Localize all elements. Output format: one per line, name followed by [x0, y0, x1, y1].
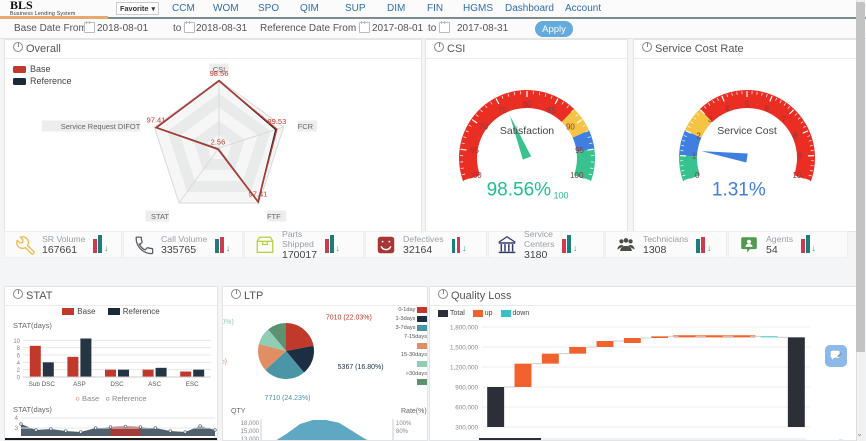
svg-text:3: 3: [708, 115, 713, 124]
svg-text:6: 6: [17, 354, 21, 360]
svg-text:5: 5: [745, 100, 750, 109]
svg-text:85: 85: [547, 106, 556, 115]
svg-text:8: 8: [17, 346, 21, 352]
svg-text:1.31%: 1.31%: [712, 179, 766, 200]
svg-text:100: 100: [553, 190, 568, 200]
svg-text:7010 (22.03%): 7010 (22.03%): [326, 315, 372, 322]
svg-text:60: 60: [473, 171, 482, 180]
svg-text:STAT: STAT: [151, 212, 169, 221]
svg-text:0: 0: [17, 376, 21, 382]
svg-text:FTF: FTF: [267, 212, 281, 221]
svg-text:900,000: 900,000: [455, 385, 478, 392]
svg-text:1: 1: [692, 151, 697, 160]
svg-text:95: 95: [575, 146, 584, 155]
svg-text:0: 0: [695, 171, 700, 180]
svg-text:300,000: 300,000: [455, 425, 478, 432]
svg-text:8: 8: [793, 132, 798, 141]
svg-text:97.41: 97.41: [147, 116, 166, 125]
svg-text:DSC: DSC: [110, 381, 124, 388]
svg-text:75: 75: [498, 106, 507, 115]
svg-text:1,500,000: 1,500,000: [450, 345, 479, 352]
svg-text:3184 (10%): 3184 (10%): [223, 319, 234, 326]
svg-text:Satisfaction: Satisfaction: [500, 125, 554, 137]
svg-text:5367 (16.80%): 5367 (16.80%): [338, 364, 384, 371]
svg-text:89.53: 89.53: [268, 117, 287, 126]
svg-text:98.56: 98.56: [210, 69, 229, 78]
svg-text:ASC: ASC: [148, 381, 161, 388]
svg-text:1,800,000: 1,800,000: [450, 325, 479, 332]
svg-text:6: 6: [765, 104, 770, 113]
svg-text:18,000: 18,000: [241, 421, 260, 427]
svg-text:4: 4: [725, 104, 730, 113]
svg-text:80: 80: [523, 100, 532, 109]
svg-text:FCR: FCR: [298, 122, 314, 131]
svg-text:9: 9: [798, 151, 803, 160]
svg-text:Sub DSC: Sub DSC: [29, 381, 56, 388]
svg-text:100%: 100%: [396, 421, 412, 427]
svg-text:2: 2: [696, 132, 701, 141]
svg-text:7: 7: [782, 115, 787, 124]
svg-text:65: 65: [470, 146, 479, 155]
svg-text:98.56%: 98.56%: [487, 179, 552, 200]
svg-text:2.56: 2.56: [211, 137, 226, 146]
svg-text:97.41: 97.41: [249, 190, 268, 199]
svg-text:90: 90: [566, 123, 575, 132]
svg-text:10: 10: [13, 339, 20, 345]
svg-text:4: 4: [17, 361, 21, 367]
svg-text:100: 100: [570, 171, 584, 180]
svg-text:80%: 80%: [396, 429, 409, 435]
svg-text:15,000: 15,000: [241, 429, 260, 435]
svg-text:600,000: 600,000: [455, 405, 478, 412]
svg-text:10: 10: [792, 171, 801, 180]
svg-text:7710 (24.23%): 7710 (24.23%): [265, 395, 311, 402]
svg-text:2: 2: [17, 368, 21, 374]
svg-text:5064 (15.91%): 5064 (15.91%): [223, 358, 227, 365]
svg-text:3: 3: [15, 426, 19, 432]
svg-text:Service Cost: Service Cost: [717, 125, 777, 137]
svg-text:1,200,000: 1,200,000: [450, 365, 479, 372]
svg-text:13,000: 13,000: [241, 437, 260, 441]
svg-text:ESC: ESC: [186, 381, 199, 388]
svg-text:70: 70: [479, 123, 488, 132]
svg-text:ASP: ASP: [73, 381, 86, 388]
svg-text:4: 4: [15, 416, 19, 422]
svg-text:Service Request DIFOT: Service Request DIFOT: [61, 122, 141, 131]
